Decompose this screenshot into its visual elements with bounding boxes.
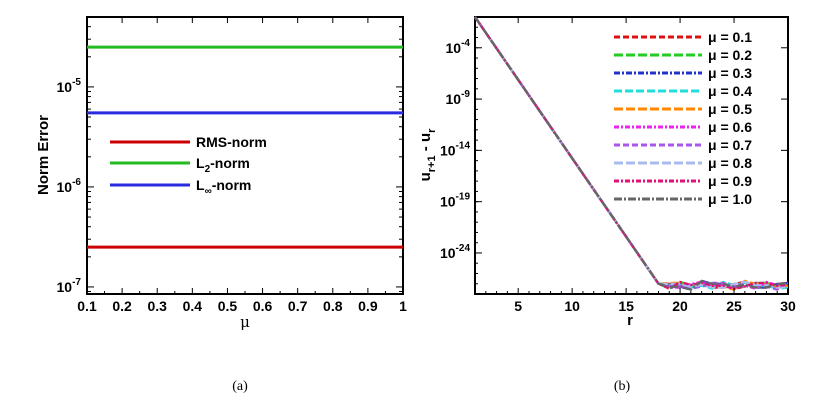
chart-b-y-axis-label: ur+1 - ur <box>417 128 438 182</box>
chart-b-y-ticks: 10-4 10-9 10-14 10-19 10-24 <box>440 26 788 285</box>
chart-b-legend-label: μ = 0.2 <box>708 47 752 63</box>
chart-b-legend: μ = 0.1 μ = 0.2 μ = 0.3 μ = 0.4 μ = 0.5 μ = 0… <box>614 29 752 207</box>
chart-a-x-tick-label: 0.5 <box>218 298 238 314</box>
chart-a-legend-label: RMS-norm <box>196 134 267 150</box>
chart-b-legend-label: μ = 1.0 <box>708 191 752 207</box>
chart-b-y-tick-label: 10-9 <box>446 89 471 107</box>
chart-a-series-group <box>87 45 403 249</box>
chart-b-x-tick-label: 5 <box>514 298 522 314</box>
chart-b-legend-label: μ = 0.1 <box>708 29 752 45</box>
chart-a-x-tick-label: 0.3 <box>147 298 167 314</box>
chart-b-legend-label: μ = 0.9 <box>708 173 752 189</box>
chart-a-y-tick-label: 10-5 <box>57 77 82 95</box>
chart-a-y-tick-label: 10-6 <box>57 177 82 195</box>
chart-b-x-tick-label: 20 <box>672 298 688 314</box>
chart-b-y-tick-label: 10-19 <box>440 192 470 210</box>
chart-b-y-tick-label: 10-14 <box>440 140 470 158</box>
chart-b-series-line-7 <box>474 16 789 289</box>
chart-a-y-tick-label: 10-7 <box>57 277 82 295</box>
chart-a-x-tick-label: 0.6 <box>253 298 273 314</box>
caption-b: (b) <box>614 379 631 394</box>
chart-b-y-tick-label: 10-4 <box>446 38 471 56</box>
chart-b-x-axis-label: r <box>627 312 633 329</box>
chart-a-y-ticks: 10-7 10-6 10-5 <box>57 16 403 295</box>
chart-b-legend-label: μ = 0.6 <box>708 119 752 135</box>
chart-b-x-ticks: 5 10 15 20 25 30 <box>485 17 796 314</box>
chart-a-x-tick-label: 0.8 <box>323 298 343 314</box>
chart-b-legend-label: μ = 0.5 <box>708 101 752 117</box>
chart-b: 5 10 15 20 25 30 10-4 10-9 10-14 10-19 10-24 μ = … <box>417 16 796 329</box>
chart-a-x-tick-label: 0.2 <box>112 298 132 314</box>
chart-b-y-tick-label: 10-24 <box>440 243 470 261</box>
chart-a-legend-label: L∞-norm <box>196 177 251 197</box>
chart-a: 0.1 0.2 0.3 0.4 0.5 0.6 0.7 0.8 0.9 1 10-710-610-… <box>35 16 407 331</box>
chart-b-legend-label: μ = 0.8 <box>708 155 752 171</box>
chart-a-x-tick-label: 0.4 <box>183 298 203 314</box>
caption-a: (a) <box>232 379 248 394</box>
chart-b-series-group <box>474 16 789 291</box>
chart-a-x-tick-label: 0.7 <box>288 298 308 314</box>
chart-b-plot-frame <box>474 16 789 295</box>
chart-b-legend-label: μ = 0.3 <box>708 65 752 81</box>
chart-b-series-line-9 <box>474 16 789 291</box>
chart-b-x-tick-label: 15 <box>618 298 634 314</box>
chart-b-legend-label: μ = 0.4 <box>708 83 752 99</box>
chart-a-x-ticks: 0.1 0.2 0.3 0.4 0.5 0.6 0.7 0.8 0.9 1 <box>77 17 407 314</box>
chart-a-legend-label: L2-norm <box>196 155 250 175</box>
chart-a-x-tick-label: 1 <box>399 298 407 314</box>
chart-a-x-axis-label: μ <box>240 313 250 331</box>
chart-a-y-axis-label: Norm Error <box>35 115 52 195</box>
chart-a-x-tick-label: 0.1 <box>77 298 97 314</box>
chart-b-x-tick-label: 10 <box>564 298 580 314</box>
chart-a-x-tick-label: 0.9 <box>358 298 378 314</box>
chart-b-x-tick-label: 25 <box>726 298 742 314</box>
chart-b-x-tick-label: 30 <box>780 298 796 314</box>
chart-b-legend-label: μ = 0.7 <box>708 137 752 153</box>
